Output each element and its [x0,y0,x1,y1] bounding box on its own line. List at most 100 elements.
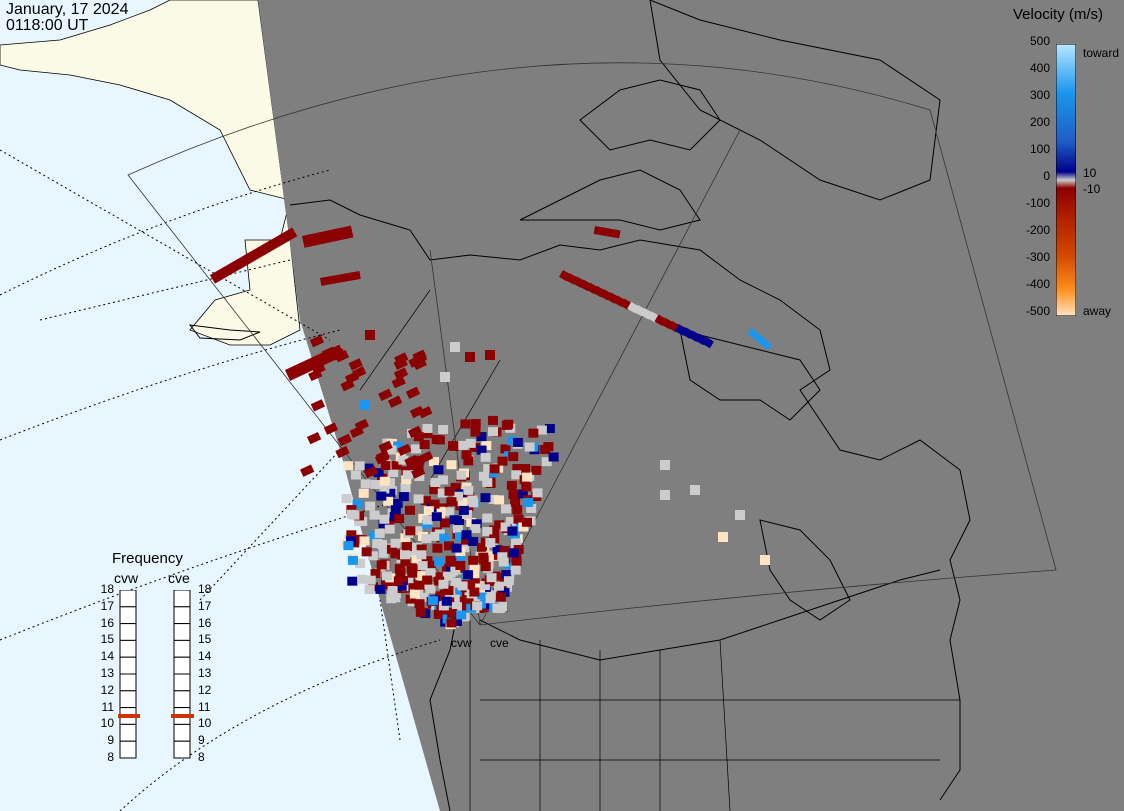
velocity-cell [493,581,504,591]
velocity-cell [543,442,554,452]
velocity-cell [511,520,522,530]
velocity-cell [408,355,423,368]
velocity-cell [456,470,467,480]
velocity-cell [503,576,514,586]
lat-lon-grid [0,149,441,811]
velocity-cell [386,445,397,455]
frequency-cell [119,639,137,658]
velocity-cell [414,471,425,481]
velocity-cell [449,594,460,604]
velocity-colorbar [1056,44,1076,316]
velocity-cell [381,571,392,581]
velocity-cell [365,330,375,340]
date-label: January, 17 2024 [6,1,129,18]
velocity-cell [438,601,449,611]
velocity-tick-label: 200 [1029,115,1050,129]
velocity-cell [450,578,461,588]
velocity-cell [471,519,482,529]
velocity-cell [386,438,397,448]
velocity-cell [343,541,354,551]
velocity-cell [310,399,326,412]
velocity-cell [397,443,412,457]
velocity-cell [347,555,358,565]
velocity-cell [522,472,533,482]
velocity-cell [398,492,409,502]
velocity-cell [480,493,491,503]
velocity-cell [405,526,416,536]
velocity-legend-title: Velocity (m/s) [1013,6,1104,23]
velocity-cell [422,575,433,585]
velocity-cell [411,555,422,565]
velocity-cell [425,584,436,594]
velocity-cell [405,505,416,515]
velocity-cell [718,532,728,542]
frequency-scale-label-right: 16 [198,615,212,630]
velocity-cell [401,582,412,592]
velocity-cell [501,570,512,580]
velocity-cell [451,543,462,553]
velocity-cell [375,584,386,594]
velocity-cell [393,441,404,451]
velocity-cell [508,490,519,500]
velocity-cell [349,425,364,439]
velocity-cell [390,505,401,515]
velocity-cell [483,464,494,474]
velocity-cell [418,592,429,602]
velocity-cell [455,560,466,570]
velocity-cell [760,555,770,565]
velocity-cell [209,227,298,284]
velocity-cell [447,608,458,618]
velocity-tick-label: 0 [1043,169,1050,183]
velocity-cell [489,464,500,474]
velocity-cell [511,470,522,480]
velocity-cell [353,534,364,544]
frequency-cell [119,623,137,641]
velocity-cell [401,542,412,552]
velocity-cell [505,516,516,526]
velocity-cell [354,461,365,471]
velocity-cell [468,536,479,546]
velocity-cell [520,464,531,474]
velocity-cell [465,438,476,448]
frequency-scale-label-right: 10 [198,716,212,731]
velocity-cell [417,561,428,571]
velocity-cell [309,335,324,348]
velocity-cell [346,530,357,540]
velocity-cell [477,592,488,602]
velocity-cell [531,465,542,475]
velocity-cell [486,573,497,583]
velocity-cell [526,503,537,513]
velocity-cell [442,571,453,581]
velocity-tick-label: -200 [1025,223,1050,237]
velocity-cell [465,352,475,362]
velocity-cell [439,518,450,528]
velocity-cell [358,488,369,498]
velocity-cell [510,497,521,507]
velocity-cell [479,599,490,609]
velocity-cell [467,580,478,590]
velocity-cell [383,496,394,506]
velocity-cell [404,454,419,468]
velocity-cell [502,582,513,592]
velocity-cell [477,543,488,553]
velocity-cell [512,505,523,515]
frequency-cell [173,690,191,709]
velocity-cell [414,580,425,590]
frequency-cell [173,623,191,641]
velocity-cell [492,545,503,555]
velocity-cell [360,400,370,410]
velocity-cell [407,425,423,439]
velocity-cell [660,460,670,470]
velocity-cell [476,432,487,442]
velocity-cell [323,422,339,435]
frequency-scale-label-right: 14 [198,649,212,664]
velocity-cell [413,432,424,442]
velocity-tick-label: -100 [1025,196,1050,210]
velocity-cell [430,531,441,541]
velocity-cell [367,551,378,561]
velocity-cell [469,587,480,597]
velocity-cell [388,468,399,478]
velocity-cell [376,491,387,501]
velocity-cell [507,436,518,446]
